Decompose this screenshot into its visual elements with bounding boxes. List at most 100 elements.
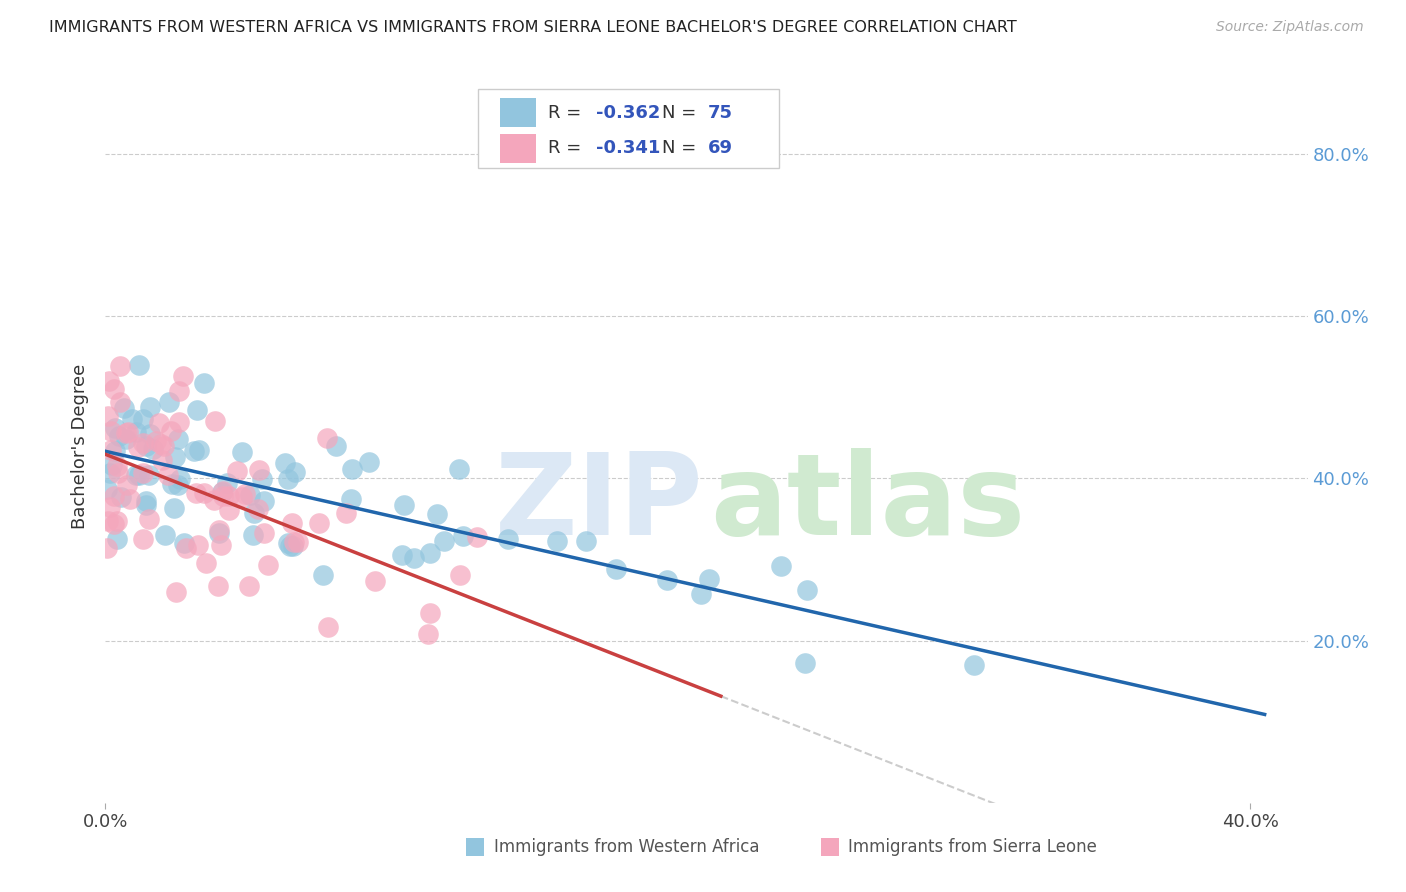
- Point: [697, 572, 720, 586]
- Point: [340, 491, 363, 506]
- Point: [308, 516, 330, 531]
- Point: [100, 425, 122, 439]
- Point: [107, 532, 129, 546]
- Point: [193, 485, 215, 500]
- Point: [195, 557, 218, 571]
- Point: [159, 424, 181, 438]
- Text: -0.341: -0.341: [596, 139, 661, 157]
- Point: [447, 461, 470, 475]
- Text: Immigrants from Sierra Leone: Immigrants from Sierra Leone: [848, 838, 1097, 856]
- Point: [204, 413, 226, 427]
- Point: [167, 415, 190, 429]
- Point: [277, 472, 299, 486]
- Point: [335, 506, 357, 520]
- FancyBboxPatch shape: [467, 838, 484, 856]
- Point: [394, 498, 416, 512]
- Point: [112, 401, 135, 415]
- Point: [117, 425, 139, 439]
- Point: [231, 444, 253, 458]
- Text: N =: N =: [662, 103, 702, 121]
- Point: [208, 524, 231, 538]
- Point: [419, 607, 441, 621]
- Point: [125, 425, 148, 440]
- FancyBboxPatch shape: [821, 838, 839, 856]
- Point: [132, 436, 155, 450]
- Point: [186, 403, 208, 417]
- Point: [108, 359, 131, 374]
- Point: [690, 587, 713, 601]
- Text: 69: 69: [707, 139, 733, 157]
- Point: [274, 457, 297, 471]
- Point: [449, 568, 471, 582]
- Point: [167, 477, 190, 491]
- Point: [209, 538, 232, 552]
- Point: [135, 439, 157, 453]
- Point: [605, 562, 627, 576]
- Point: [157, 395, 180, 409]
- Point: [132, 466, 155, 480]
- Point: [101, 458, 124, 472]
- Point: [250, 472, 273, 486]
- Point: [103, 382, 125, 396]
- Point: [167, 384, 190, 399]
- Point: [391, 548, 413, 562]
- FancyBboxPatch shape: [478, 89, 779, 168]
- Point: [128, 358, 150, 372]
- Point: [546, 534, 568, 549]
- Point: [211, 485, 233, 500]
- Text: IMMIGRANTS FROM WESTERN AFRICA VS IMMIGRANTS FROM SIERRA LEONE BACHELOR'S DEGREE: IMMIGRANTS FROM WESTERN AFRICA VS IMMIGR…: [49, 20, 1017, 35]
- Point: [150, 452, 173, 467]
- Point: [316, 620, 339, 634]
- Point: [160, 477, 183, 491]
- Point: [96, 541, 118, 555]
- Point: [769, 559, 792, 574]
- Point: [796, 582, 818, 597]
- Point: [794, 656, 817, 670]
- Point: [963, 657, 986, 672]
- Point: [163, 450, 186, 464]
- Point: [132, 411, 155, 425]
- Point: [218, 503, 240, 517]
- Point: [165, 585, 187, 599]
- Point: [238, 579, 260, 593]
- Point: [135, 493, 157, 508]
- Point: [104, 421, 127, 435]
- Point: [138, 468, 160, 483]
- Point: [96, 409, 118, 424]
- Text: N =: N =: [662, 139, 702, 157]
- Point: [284, 465, 307, 479]
- Point: [359, 454, 381, 468]
- Point: [253, 525, 276, 540]
- Point: [416, 626, 439, 640]
- Point: [108, 395, 131, 409]
- Point: [312, 568, 335, 582]
- Point: [243, 506, 266, 520]
- Point: [172, 369, 194, 384]
- Point: [283, 535, 305, 549]
- Point: [124, 467, 146, 482]
- Point: [498, 532, 520, 546]
- Point: [135, 498, 157, 512]
- Point: [121, 412, 143, 426]
- Point: [419, 546, 441, 560]
- Text: R =: R =: [548, 103, 586, 121]
- Point: [103, 517, 125, 532]
- Point: [150, 437, 173, 451]
- Point: [120, 492, 142, 507]
- Point: [433, 534, 456, 549]
- Point: [148, 417, 170, 431]
- Point: [152, 439, 174, 453]
- Point: [96, 483, 118, 497]
- Point: [233, 486, 256, 500]
- Point: [100, 443, 122, 458]
- Point: [218, 489, 240, 503]
- Point: [184, 485, 207, 500]
- Text: Immigrants from Western Africa: Immigrants from Western Africa: [494, 838, 759, 856]
- Point: [139, 427, 162, 442]
- Point: [132, 532, 155, 546]
- Point: [183, 444, 205, 458]
- Point: [453, 529, 475, 543]
- Point: [163, 501, 186, 516]
- Point: [188, 442, 211, 457]
- Point: [105, 514, 128, 528]
